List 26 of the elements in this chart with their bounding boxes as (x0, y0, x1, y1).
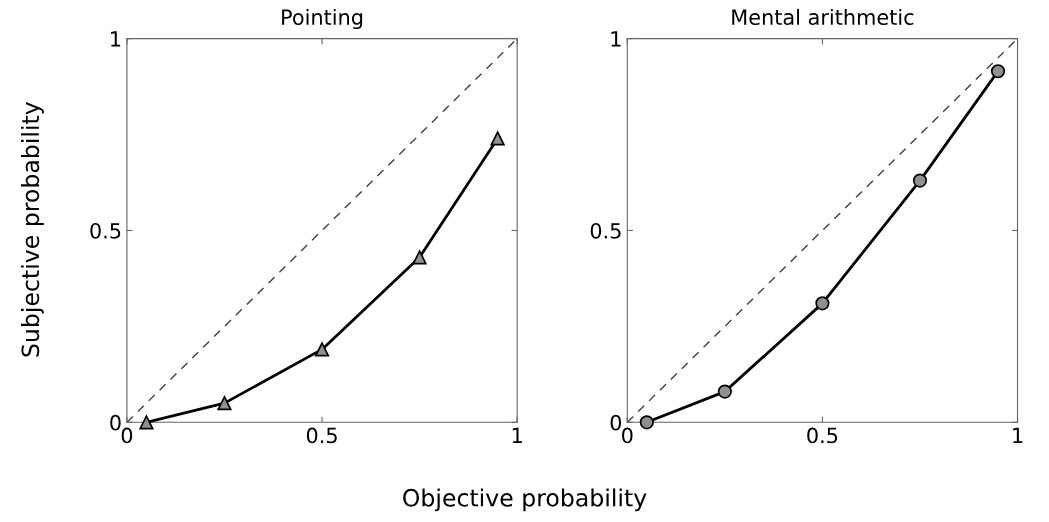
chart-title: Mental arithmetic (732, 8, 914, 26)
x-tick-label: 0 (622, 427, 633, 444)
point (912, 173, 928, 188)
x-tick-label: 1 (1013, 427, 1023, 443)
y-tick-label: 1 (611, 31, 621, 47)
point (639, 415, 654, 430)
point (217, 396, 232, 411)
x-tick-label: 0.5 (807, 427, 838, 444)
x-tick-label: 1 (512, 427, 522, 443)
y-tick-label: 0 (110, 414, 121, 431)
point (412, 250, 427, 265)
point (314, 342, 330, 357)
x-tick-label: 0.5 (306, 427, 337, 444)
point (490, 131, 505, 146)
x-tick-label: 0 (121, 427, 133, 444)
y-tick-label: 0 (610, 414, 622, 431)
y-axis-title: Subjective probability (20, 101, 44, 357)
point (990, 64, 1006, 79)
y-tick-label: 0.5 (90, 222, 121, 239)
y-tick-label: 1 (111, 31, 121, 47)
point (139, 415, 154, 430)
point (717, 384, 732, 399)
y-tick-label: 0.5 (590, 222, 621, 239)
chart-title: Pointing (282, 8, 363, 30)
point (815, 296, 830, 311)
x-axis-title: Objective probability (403, 488, 647, 512)
